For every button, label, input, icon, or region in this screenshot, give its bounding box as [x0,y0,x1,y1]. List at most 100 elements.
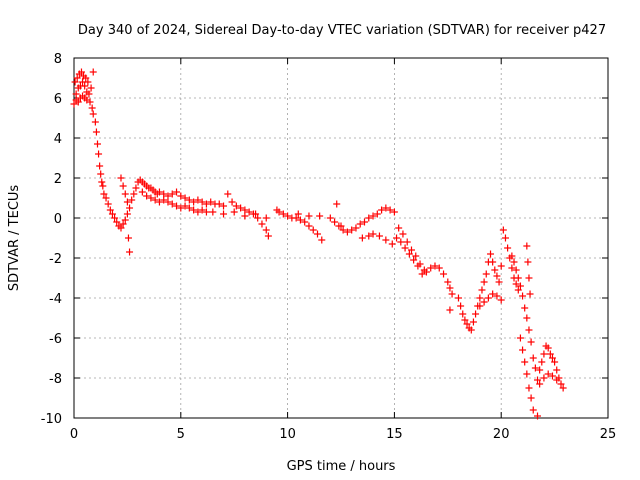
x-tick-label: 15 [386,427,403,442]
data-point [96,162,104,170]
data-point [202,200,210,208]
data-point [557,380,565,388]
data-point [508,252,516,260]
data-point [489,258,497,266]
data-point [497,262,505,270]
data-point [504,244,512,252]
data-point [98,178,106,186]
data-point [356,220,364,228]
data-point [469,318,477,326]
data-point [264,232,272,240]
data-point [99,182,107,190]
x-axis-label: GPS time / hours [287,459,396,474]
data-point [100,190,108,198]
y-tick-label: 4 [54,132,62,147]
data-point [482,270,490,278]
data-point [262,226,270,234]
data-point [121,190,129,198]
data-point [399,230,407,238]
data-point [106,206,114,214]
data-point [164,192,172,200]
data-point [365,214,373,222]
x-tick-label: 25 [600,427,617,442]
data-point [314,230,322,238]
data-point [352,224,360,232]
data-point [177,192,185,200]
x-tick-labels: 0 5 10 15 20 25 [70,427,616,442]
data-point [143,192,151,200]
data-point [553,366,561,374]
data-point [559,384,567,392]
data-point [536,366,544,374]
data-point [420,266,428,274]
data-point [326,214,334,222]
data-point [147,194,155,202]
data-point [185,204,193,212]
data-point [440,270,448,278]
data-point [339,226,347,234]
data-point [70,100,78,108]
data-point [232,202,240,210]
data-point [138,188,146,196]
data-point [548,354,556,362]
data-point [181,202,189,210]
data-point [358,234,366,242]
data-point [230,208,238,216]
data-point [85,90,93,98]
data-point [296,216,304,224]
y-tick-label: 8 [54,52,62,67]
data-point [124,234,132,242]
y-axis-label: SDTVAR / TECUs [7,185,22,292]
data-point [487,250,495,258]
y-tick-label: -2 [49,252,62,267]
data-point [531,364,539,372]
data-point [382,236,390,244]
data-point [181,194,189,202]
data-point [318,236,326,244]
data-point [472,310,480,318]
x-tick-label: 20 [493,427,510,442]
data-point [480,278,488,286]
data-point [119,182,127,190]
data-point [544,344,552,352]
data-point [81,82,89,90]
chart-title: Day 340 of 2024, Sidereal Day-to-day VTE… [78,23,606,38]
data-point [92,128,100,136]
data-point [73,74,81,82]
data-point [510,258,518,266]
data-point [173,188,181,196]
data-point [410,256,418,264]
data-point [164,198,172,206]
data-point [444,278,452,286]
data-point [241,206,249,214]
data-point [151,196,159,204]
y-tick-label: 0 [54,212,62,227]
data-point [173,202,181,210]
data-point [463,320,471,328]
x-tick-label: 10 [279,427,296,442]
data-point [388,240,396,248]
data-point [215,200,223,208]
data-point [397,238,405,246]
data-point [252,210,260,218]
data-point [121,216,129,224]
data-point [91,118,99,126]
data-point [82,74,90,82]
data-point [551,358,559,366]
data-point [446,284,454,292]
data-point [538,358,546,366]
data-point [527,394,535,402]
data-point [448,290,456,298]
data-point [316,212,324,220]
data-point [501,234,509,242]
data-point [418,270,426,278]
data-point [309,226,317,234]
data-point [386,206,394,214]
data-point [194,208,202,216]
data-point [72,90,80,98]
data-point [258,220,266,228]
data-point [514,286,522,294]
data-point [128,196,136,204]
grid [74,58,608,418]
y-tick-label: -6 [49,332,62,347]
